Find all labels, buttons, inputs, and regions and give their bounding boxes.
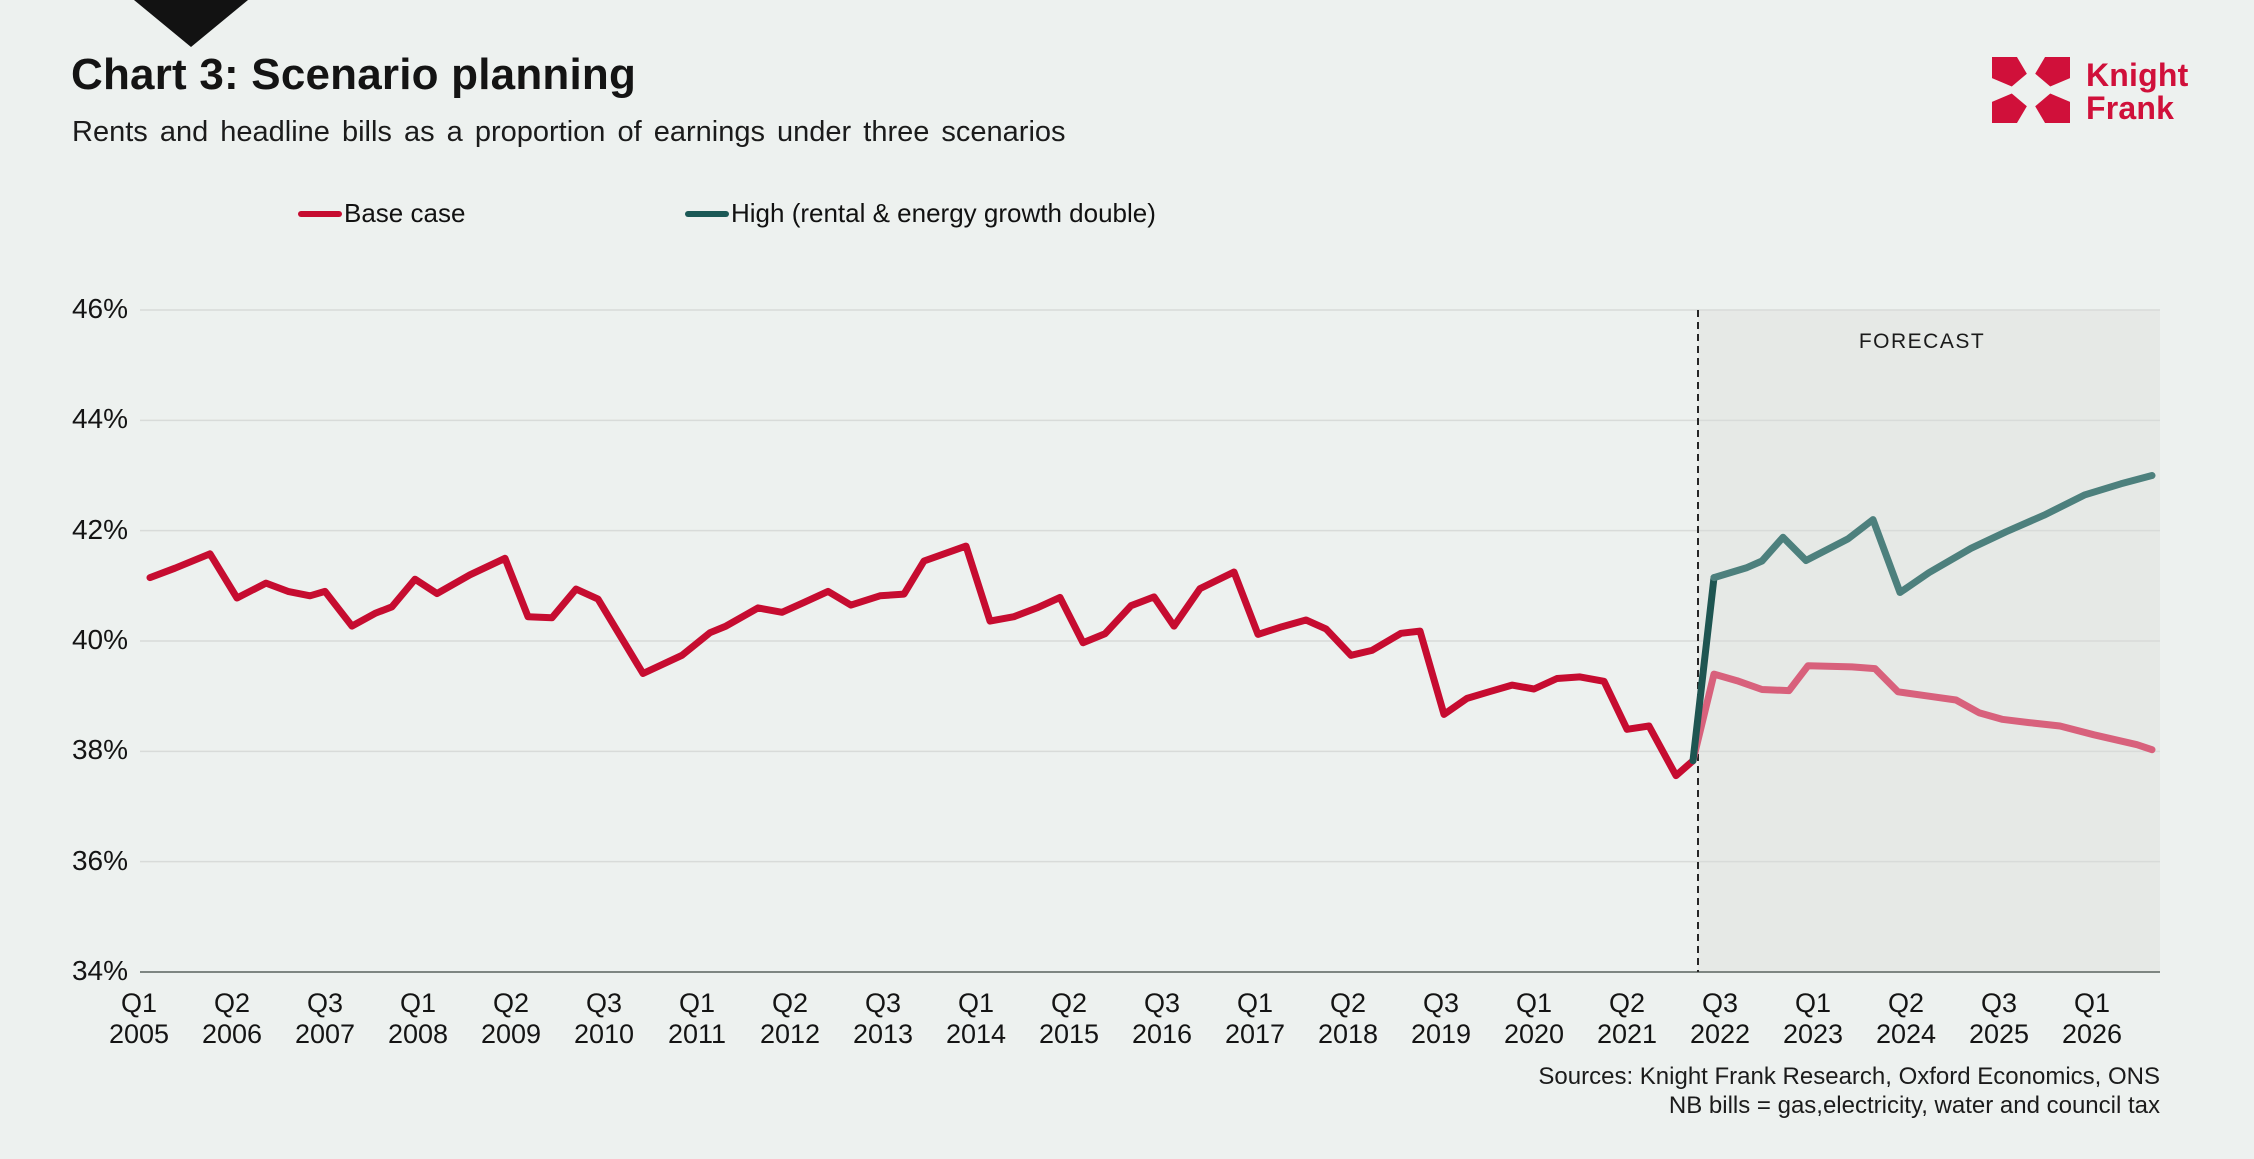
x-axis-label: Q3 2010: [554, 988, 654, 1050]
x-axis-label: Q1 2023: [1763, 988, 1863, 1050]
legend-label-base-case: Base case: [344, 198, 466, 228]
x-axis-label-quarter: Q3: [585, 988, 623, 1018]
x-axis-label-year: 2023: [1782, 1019, 1844, 1050]
x-axis-label-quarter: Q1: [957, 988, 995, 1018]
x-axis-label-year: 2025: [1968, 1019, 2030, 1050]
logo-word-knight: Knight: [2086, 57, 2189, 93]
page-title: Chart 3: Scenario planning: [71, 50, 637, 99]
x-axis-label-year: 2012: [759, 1019, 821, 1050]
forecast-region-label: FORECAST: [1858, 330, 1986, 353]
sources-note: Sources: Knight Frank Research, Oxford E…: [1538, 1062, 2160, 1121]
x-axis-label-year: 2018: [1317, 1019, 1379, 1050]
series-base-case-forecast-: [1689, 662, 2156, 765]
x-axis-label-quarter: Q2: [1050, 988, 1088, 1018]
y-axis-label: 46%: [71, 293, 128, 324]
x-axis-label: Q3 2025: [1949, 988, 2049, 1050]
x-axis-label-quarter: Q1: [1794, 988, 1832, 1018]
x-axis-label: Q3 2022: [1670, 988, 1770, 1050]
sources-nb-line: NB bills = gas,electricity, water and co…: [1668, 1092, 2160, 1120]
x-axis-label-quarter: Q3: [1980, 988, 2018, 1018]
y-axis-label: 44%: [71, 403, 128, 435]
x-axis-label-year: 2008: [387, 1019, 449, 1050]
x-axis-label: Q3 2013: [833, 988, 933, 1050]
x-axis-label-year: 2020: [1503, 1019, 1565, 1050]
legend-label-high-scenario: High (rental & energy growth double): [731, 198, 1156, 228]
x-axis-label-year: 2006: [201, 1019, 263, 1050]
x-axis-label: Q2 2009: [461, 988, 561, 1050]
x-axis-label: Q2 2024: [1856, 988, 1956, 1050]
knight-frank-logo-icon: [1992, 57, 2070, 123]
x-axis-label-year: 2022: [1689, 1019, 1751, 1050]
x-axis-label-quarter: Q2: [1329, 988, 1367, 1018]
x-axis-label-quarter: Q2: [771, 988, 809, 1018]
x-axis-label: Q3 2007: [275, 988, 375, 1050]
x-axis-label: Q2 2006: [182, 988, 282, 1050]
x-axis-label-year: 2014: [945, 1019, 1007, 1050]
y-axis-label: 40%: [71, 624, 128, 655]
x-axis-label: Q2 2018: [1298, 988, 1398, 1050]
x-axis-label: Q2 2012: [740, 988, 840, 1050]
series-high-rental-energy-growth-double-connector: [1689, 574, 1718, 765]
x-axis-label-year: 2010: [573, 1019, 635, 1050]
x-axis-label: Q1 2020: [1484, 988, 1584, 1050]
legend-swatch-base-case: [298, 210, 342, 217]
x-axis-label-year: 2017: [1224, 1019, 1286, 1050]
x-axis-label-year: 2009: [480, 1019, 542, 1050]
x-axis-label-quarter: Q2: [1887, 988, 1925, 1018]
y-axis-label: 38%: [71, 734, 128, 766]
x-axis-label-quarter: Q3: [1143, 988, 1181, 1018]
x-axis-label-quarter: Q2: [492, 988, 530, 1018]
x-axis-label-quarter: Q1: [120, 988, 158, 1018]
legend-swatch-high-scenario: [685, 210, 729, 217]
logo-word-frank: Frank: [2086, 89, 2175, 126]
x-axis-label-year: 2007: [294, 1019, 356, 1050]
sources-line: Sources: Knight Frank Research, Oxford E…: [1538, 1063, 2160, 1090]
x-axis-label-quarter: Q1: [2073, 988, 2111, 1018]
x-axis-label: Q1 2017: [1205, 988, 1305, 1050]
x-axis-label-year: 2005: [108, 1019, 170, 1050]
legend-item-high-scenario: High (rental & energy growth double): [685, 198, 1156, 229]
corner-triangle-decoration: [134, 0, 248, 47]
x-axis-label: Q3 2016: [1112, 988, 1212, 1050]
x-axis-label-quarter: Q3: [306, 988, 344, 1018]
x-axis-label-quarter: Q1: [1236, 988, 1274, 1018]
x-axis-label-quarter: Q2: [213, 988, 251, 1018]
x-axis-label: Q3 2019: [1391, 988, 1491, 1050]
x-axis-label-year: 2021: [1596, 1019, 1658, 1050]
x-axis-label: Q1 2008: [368, 988, 468, 1050]
legend-item-base-case: Base case: [298, 198, 465, 229]
knight-frank-logo: Knight Frank: [1992, 57, 2189, 124]
x-axis-label-quarter: Q3: [864, 988, 902, 1018]
x-axis-label-quarter: Q3: [1422, 988, 1460, 1018]
x-axis-label-quarter: Q2: [1608, 988, 1646, 1018]
x-axis-label: Q1 2005: [89, 988, 189, 1050]
y-axis-label: 42%: [71, 513, 128, 545]
x-axis-label-year: 2015: [1038, 1019, 1100, 1050]
y-axis-label: 34%: [71, 955, 128, 986]
knight-frank-wordmark: Knight Frank: [2086, 59, 2189, 124]
x-axis-label-year: 2024: [1875, 1019, 1937, 1050]
x-axis-label-year: 2026: [2061, 1019, 2123, 1050]
x-axis-label: Q2 2015: [1019, 988, 1119, 1050]
x-axis-label-quarter: Q3: [1701, 988, 1739, 1018]
x-axis-label: Q1 2014: [926, 988, 1026, 1050]
x-axis-label: Q2 2021: [1577, 988, 1677, 1050]
series-base-case-actual-: [146, 542, 1697, 780]
chart-subtitle: Rents and headline bills as a proportion…: [72, 116, 1066, 148]
series-high-rental-energy-growth-double-forecast: [1710, 472, 2156, 596]
y-axis-label: 36%: [71, 844, 128, 876]
x-axis-label-year: 2011: [667, 1019, 727, 1050]
x-axis-label-year: 2013: [852, 1019, 914, 1050]
x-axis-label-quarter: Q1: [399, 988, 437, 1018]
x-axis-label-quarter: Q1: [678, 988, 716, 1018]
x-axis-label-year: 2019: [1410, 1019, 1472, 1050]
x-axis-label-quarter: Q1: [1515, 988, 1553, 1018]
x-axis-label-year: 2016: [1131, 1019, 1193, 1050]
x-axis-label: Q1 2011: [647, 988, 747, 1050]
x-axis-label: Q1 2026: [2042, 988, 2142, 1050]
